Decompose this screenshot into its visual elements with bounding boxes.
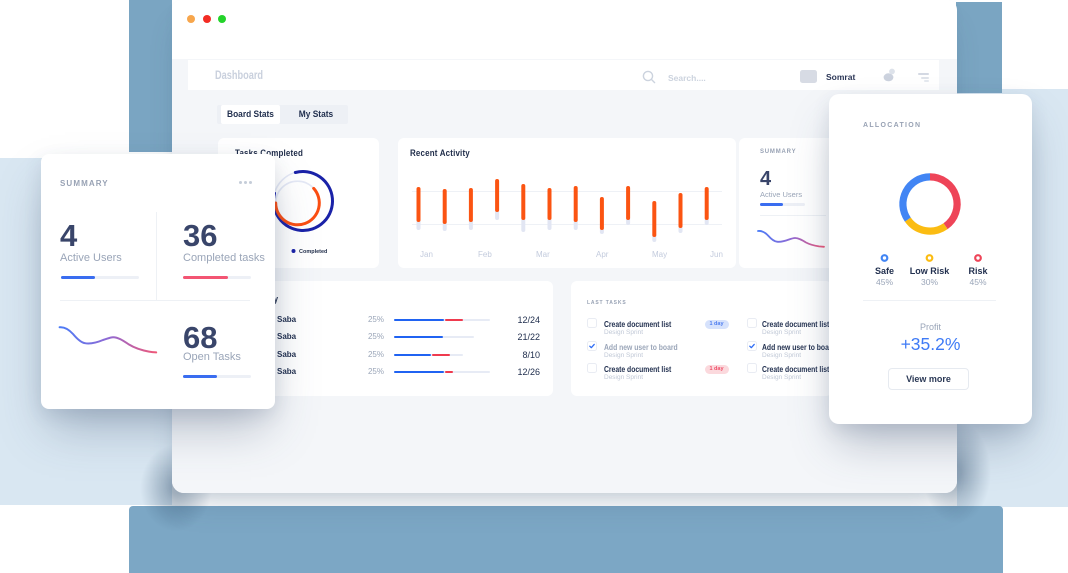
svg-text:Completed: Completed — [299, 249, 327, 255]
